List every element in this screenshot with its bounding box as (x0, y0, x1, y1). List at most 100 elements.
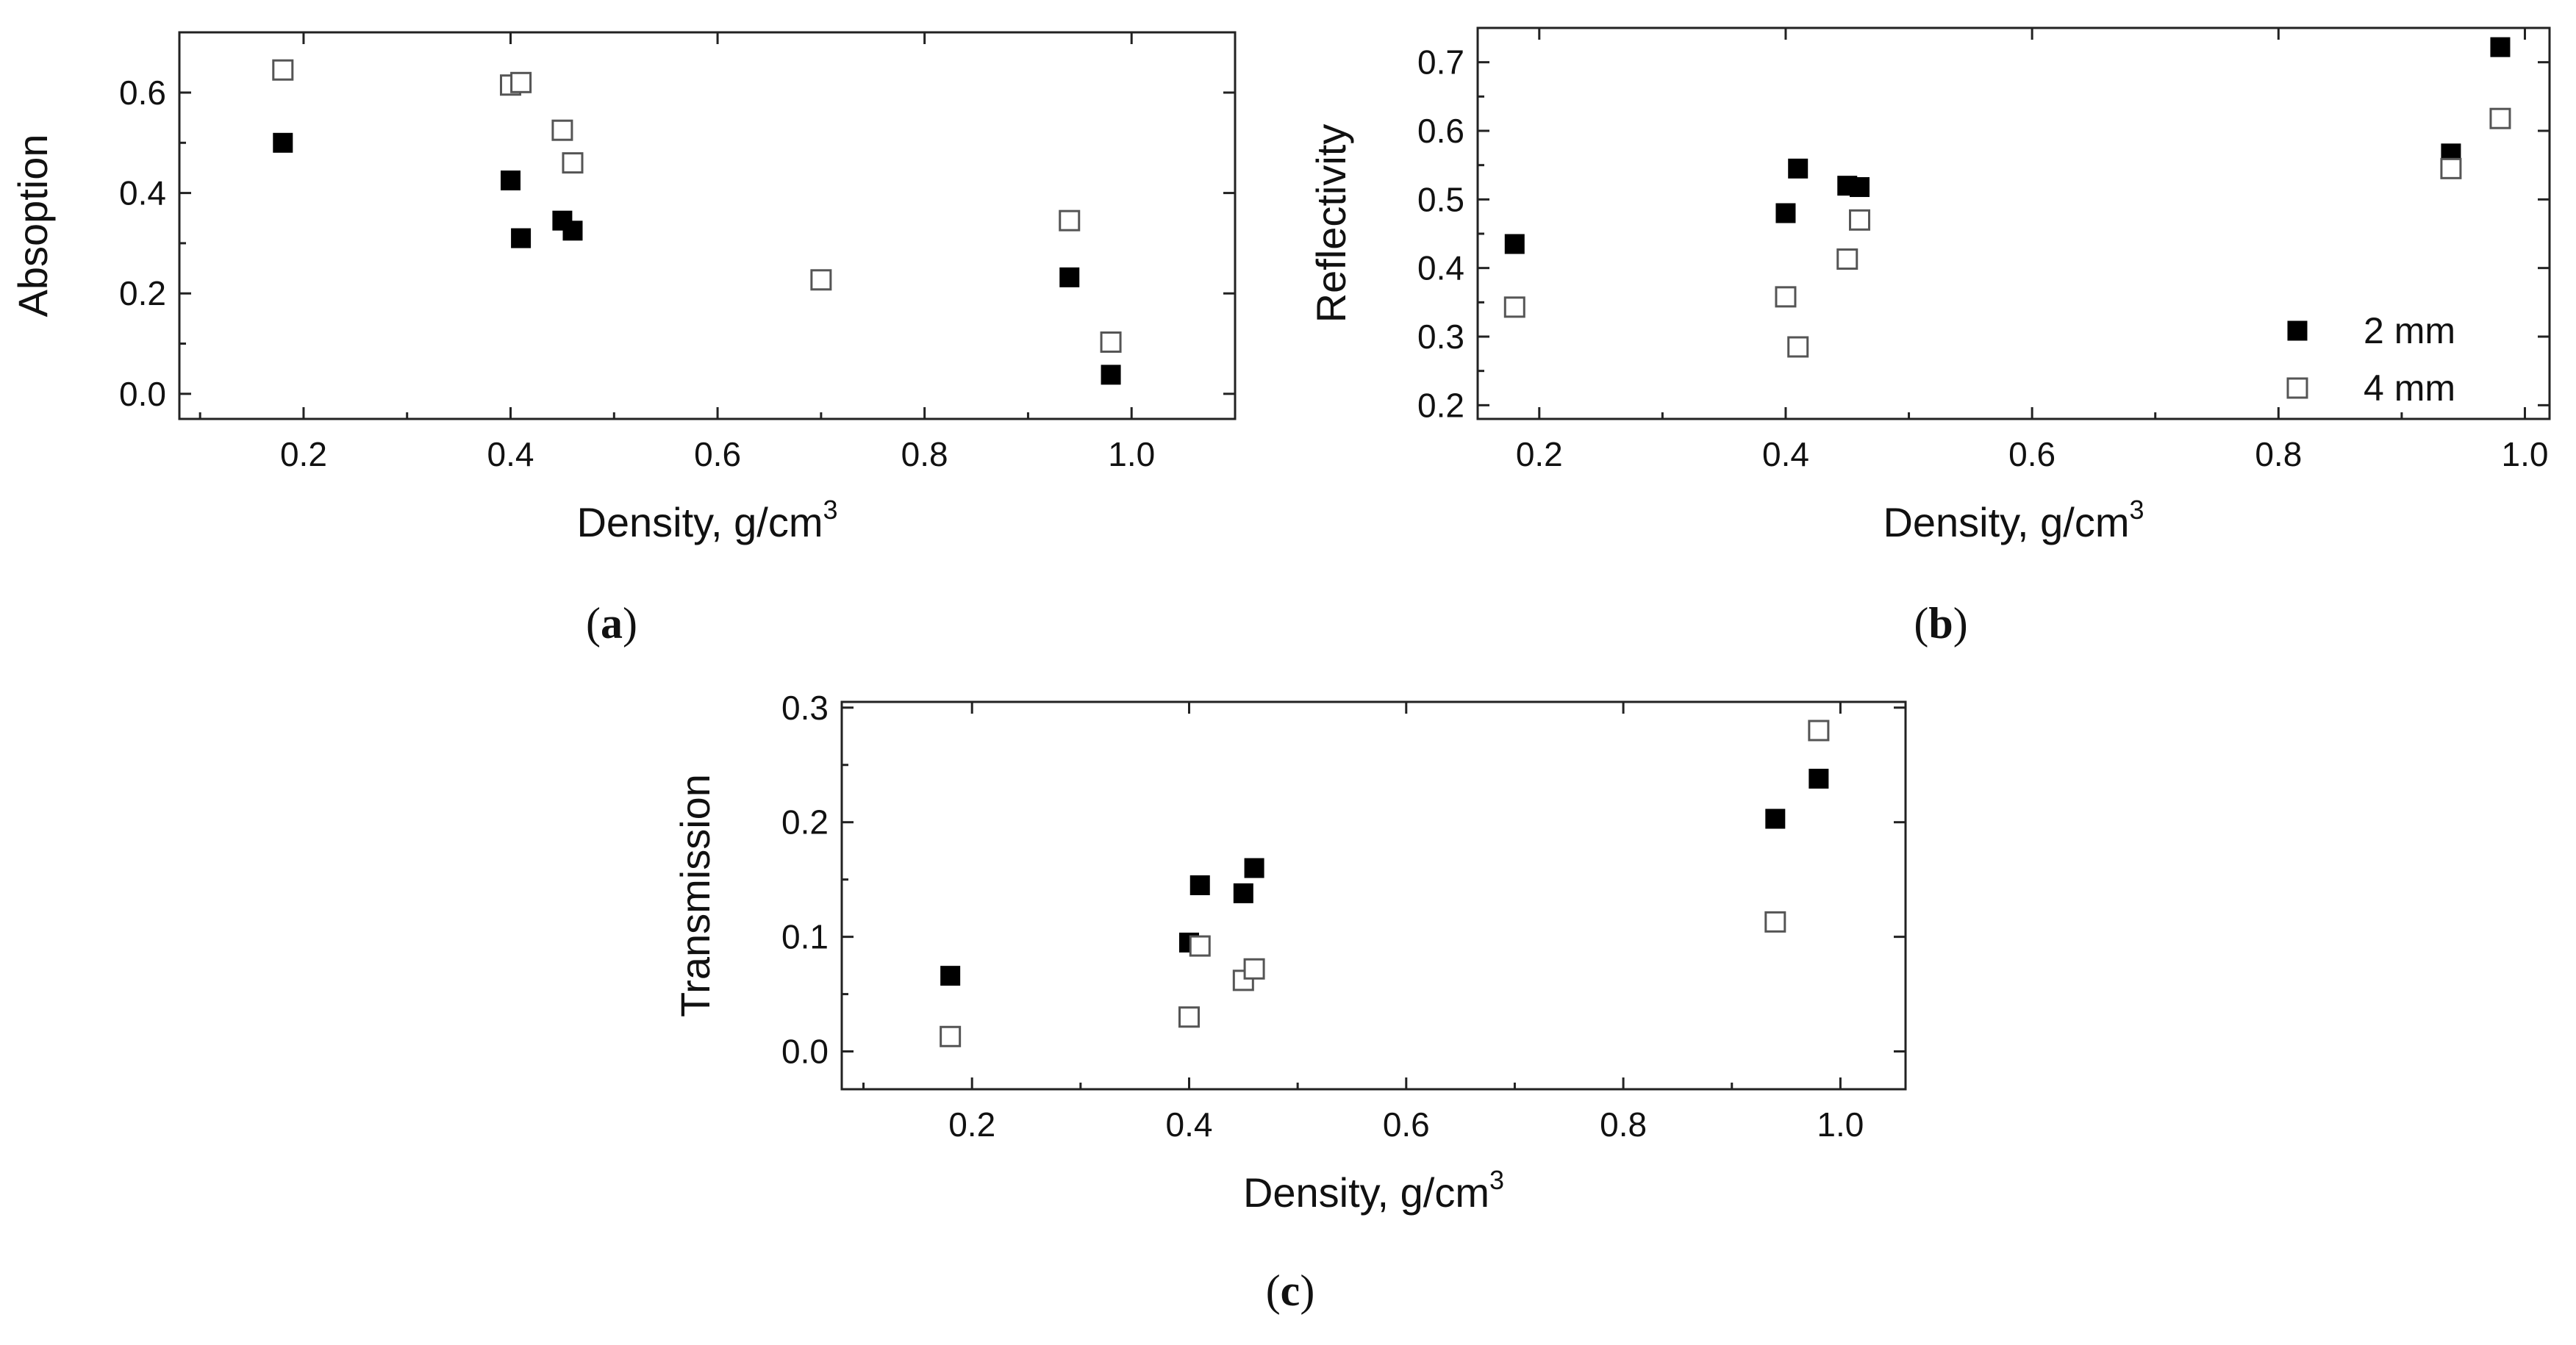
data-point-filled-a-1 (501, 171, 521, 191)
data-point-filled-a-0 (273, 132, 293, 153)
data-point-filled-a-2 (511, 228, 532, 248)
x-axis-label-sup: 3 (823, 495, 838, 525)
x-axis-label-sup: 3 (2130, 495, 2144, 525)
panel-label-letter: c (1281, 1266, 1300, 1315)
data-point-filled-c-3 (1233, 883, 1253, 903)
chart-panel-c: 0.2 0.4 0.6 0.8 1.0 0.0 0.1 0.2 0.3 Density, g/cm… (672, 689, 1907, 1315)
x-tick-label: 0.8 (2255, 435, 2302, 473)
x-axis-label-text: Density, g/cm (1243, 1169, 1489, 1216)
x-tick-label: 0.2 (280, 435, 327, 473)
panel-label-open: ( (1266, 1266, 1281, 1315)
legend-label: 2 mm (2364, 310, 2455, 351)
y-axis-label: Absoption (10, 134, 56, 317)
y-tick-label: 0.4 (1417, 249, 1464, 287)
y-tick-label: 0.1 (781, 918, 829, 956)
data-point-open-a-4 (562, 152, 584, 174)
panel-label-close: ) (1300, 1266, 1314, 1315)
panel-label-close: ) (623, 599, 637, 648)
legend-marker-open (2286, 377, 2308, 399)
x-tick-label: 0.6 (2008, 435, 2056, 473)
x-tick-label: 0.8 (1600, 1105, 1647, 1144)
data-point-open-c-5 (1764, 911, 1786, 933)
data-point-filled-b-0 (1504, 234, 1525, 254)
panel-label-letter: b (1928, 599, 1953, 648)
data-point-filled-c-6 (1808, 768, 1829, 789)
x-tick-label: 0.4 (1762, 435, 1809, 473)
plot-frame (840, 700, 1907, 1091)
data-point-open-c-1 (1178, 1006, 1200, 1028)
data-point-open-a-3 (551, 119, 573, 141)
data-point-open-a-5 (810, 269, 832, 291)
x-tick-label: 0.4 (487, 435, 534, 473)
data-point-filled-a-4 (562, 220, 583, 241)
x-tick-label: 1.0 (1108, 435, 1155, 473)
panel-label-open: ( (586, 599, 601, 648)
x-tick-label: 0.4 (1166, 1105, 1213, 1144)
x-axis-label: Density, g/cm3 (576, 495, 837, 545)
data-point-open-b-6 (2489, 107, 2511, 129)
y-tick-label: 0.4 (119, 174, 166, 212)
data-point-filled-c-4 (1244, 858, 1264, 878)
x-axis-label-sup: 3 (1489, 1165, 1504, 1195)
data-point-open-b-4 (1849, 209, 1871, 231)
y-tick-label: 0.5 (1417, 180, 1464, 218)
legend-marker-filled (2287, 320, 2308, 341)
data-point-filled-c-2 (1189, 875, 1210, 895)
x-axis-label-text: Density, g/cm (576, 499, 823, 545)
legend: 2 mm 4 mm (2286, 310, 2455, 409)
y-axis-label: Transmission (672, 774, 718, 1017)
panel-label-letter: a (601, 599, 623, 648)
plot-frame (178, 31, 1237, 420)
data-point-open-a-2 (510, 71, 532, 93)
x-tick-label: 0.8 (901, 435, 948, 473)
data-point-filled-a-6 (1101, 365, 1121, 385)
data-point-filled-b-4 (1850, 177, 1870, 198)
data-point-open-a-6 (1059, 209, 1081, 232)
data-point-open-b-2 (1787, 336, 1809, 358)
x-tick-label: 0.2 (1516, 435, 1563, 473)
data-point-open-b-5 (2440, 157, 2462, 179)
data-point-filled-b-2 (1788, 158, 1808, 179)
panel-label: (c) (1266, 1266, 1315, 1315)
y-tick-label: 0.3 (781, 689, 829, 727)
data-point-filled-b-6 (2490, 37, 2511, 57)
y-tick-label: 0.7 (1417, 43, 1464, 82)
y-tick-label: 0.2 (781, 803, 829, 842)
y-tick-label: 0.6 (119, 73, 166, 112)
data-point-open-b-3 (1836, 248, 1858, 270)
y-tick-label: 0.0 (119, 375, 166, 413)
data-point-filled-c-5 (1765, 808, 1786, 829)
data-point-open-b-0 (1503, 296, 1525, 318)
data-point-filled-c-0 (940, 966, 961, 986)
panel-label-open: ( (1914, 599, 1928, 648)
x-tick-label: 0.6 (694, 435, 741, 473)
data-point-open-a-7 (1100, 331, 1122, 353)
data-point-open-a-0 (272, 59, 294, 81)
y-axis-label: Reflectivity (1308, 124, 1354, 323)
plot-frame (1476, 26, 2551, 420)
x-axis-label-text: Density, g/cm (1883, 499, 2129, 545)
y-tick-label: 0.2 (1417, 386, 1464, 424)
x-axis-label: Density, g/cm3 (1883, 495, 2144, 545)
data-point-open-b-1 (1775, 286, 1797, 308)
data-point-open-c-4 (1243, 958, 1265, 980)
data-point-open-c-6 (1808, 720, 1830, 742)
x-tick-label: 0.6 (1383, 1105, 1430, 1144)
x-tick-label: 0.2 (948, 1105, 995, 1144)
legend-label: 4 mm (2364, 367, 2455, 409)
panel-label: (a) (586, 599, 637, 648)
y-tick-label: 0.6 (1417, 112, 1464, 150)
x-tick-label: 1.0 (2502, 435, 2549, 473)
y-tick-label: 0.3 (1417, 318, 1464, 356)
x-axis-label: Density, g/cm3 (1243, 1165, 1504, 1216)
data-point-filled-a-5 (1059, 267, 1080, 287)
panel-label: (b) (1914, 599, 1967, 648)
x-tick-label: 1.0 (1817, 1105, 1864, 1144)
y-tick-label: 0.2 (119, 274, 166, 312)
y-tick-label: 0.0 (781, 1033, 829, 1071)
panel-label-close: ) (1953, 599, 1968, 648)
chart-panel-b: 0.2 0.4 0.6 0.8 1.0 0.2 0.3 0.4 0.5 0.6 0.7 Density… (1308, 26, 2551, 648)
data-point-filled-b-1 (1775, 203, 1796, 223)
data-point-open-c-0 (940, 1025, 962, 1047)
